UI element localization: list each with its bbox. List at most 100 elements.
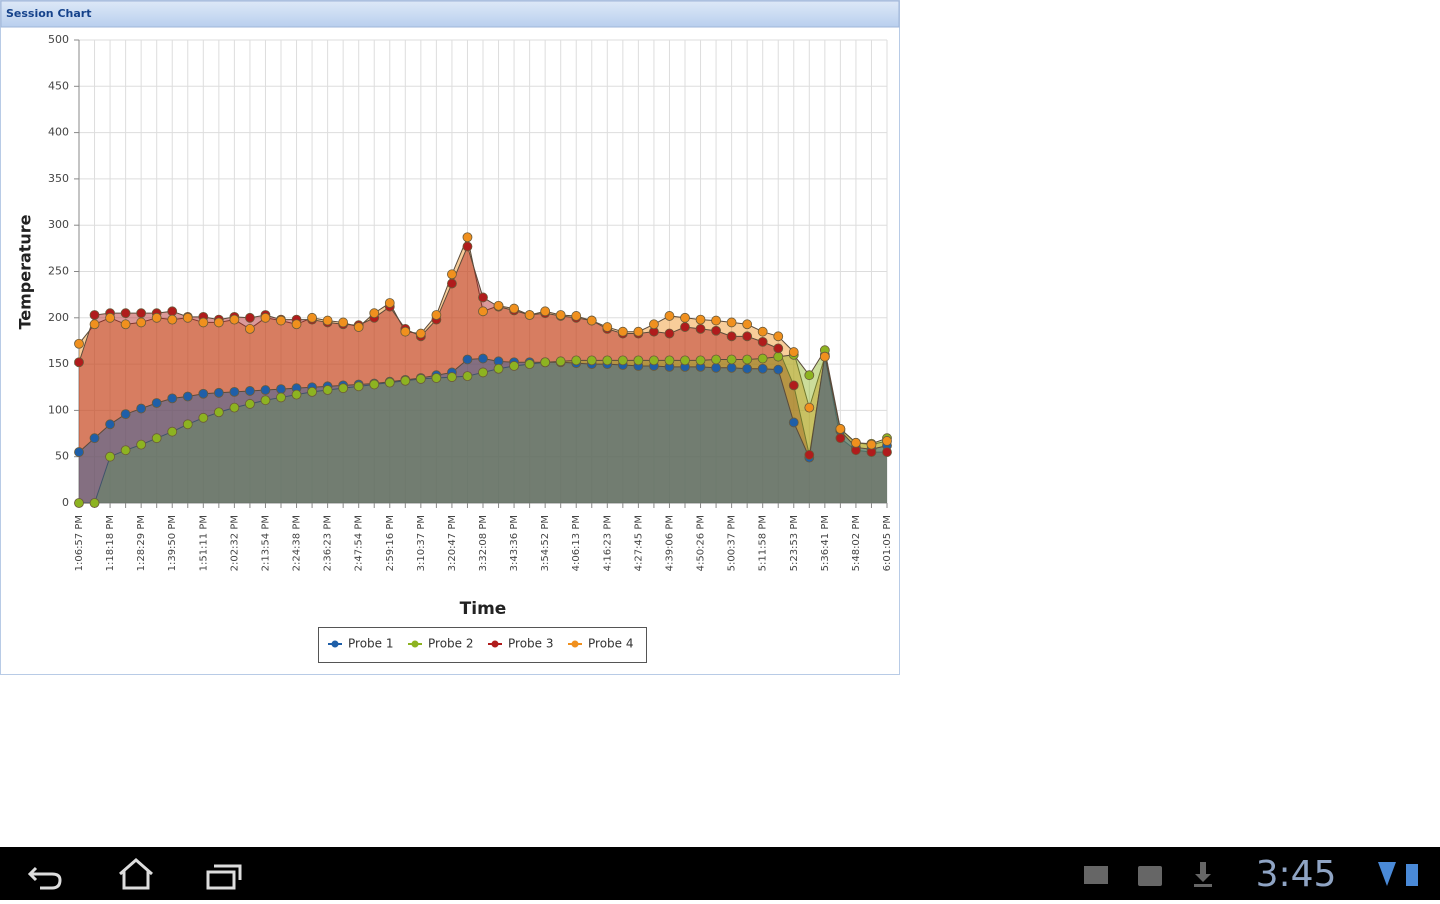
data-point: [89, 310, 100, 320]
data-point: [400, 375, 411, 386]
legend-marker: [411, 640, 419, 648]
data-point: [493, 300, 504, 311]
x-tick-label: 1:18:18 PM: [105, 515, 116, 571]
x-tick-label: 5:11:58 PM: [758, 515, 769, 571]
data-point: [586, 315, 597, 326]
data-point: [742, 331, 753, 342]
data-point: [711, 354, 721, 365]
data-point: [664, 355, 675, 366]
x-tick-label: 4:16:23 PM: [602, 515, 613, 571]
download-icon[interactable]: [1194, 884, 1212, 887]
x-tick-label: 2:36:23 PM: [323, 515, 334, 571]
data-point: [431, 373, 442, 383]
data-point: [89, 498, 100, 508]
data-point: [882, 436, 892, 446]
data-point: [617, 326, 628, 337]
data-point: [555, 310, 566, 320]
data-point: [120, 445, 131, 456]
data-point: [260, 312, 271, 323]
y-tick-label: 250: [48, 265, 69, 278]
data-point: [509, 303, 519, 314]
y-tick-label: 350: [48, 172, 69, 185]
legend-label: Probe 4: [588, 637, 634, 651]
data-point: [167, 314, 178, 325]
data-point: [151, 398, 162, 408]
data-point: [726, 317, 737, 328]
data-point: [680, 355, 690, 366]
data-point: [649, 319, 659, 330]
data-point: [120, 409, 131, 420]
legend-marker: [491, 640, 499, 648]
data-point: [105, 451, 115, 462]
mail-icon[interactable]: [1084, 866, 1108, 884]
x-tick-label: 4:50:26 PM: [696, 515, 707, 571]
y-tick-label: 450: [48, 79, 69, 92]
data-point: [851, 437, 861, 448]
data-point: [664, 328, 675, 339]
data-point: [167, 306, 178, 317]
data-point: [431, 310, 442, 320]
data-point: [198, 412, 209, 423]
data-point: [120, 319, 131, 330]
data-point: [447, 372, 457, 382]
data-point: [835, 433, 846, 444]
data-point: [726, 331, 737, 342]
legend-label: Probe 1: [348, 637, 394, 651]
data-point: [447, 269, 457, 280]
legend-marker: [571, 640, 579, 648]
plot: 0 50 100 150 200 250 300 350 400 450 500 1:06:57 PM…: [48, 33, 893, 571]
data-point: [882, 447, 892, 457]
y-tick-label: 500: [48, 33, 69, 46]
legend: Probe 1 Probe 2 Probe 3 Probe 4: [328, 637, 634, 651]
data-point: [571, 355, 582, 366]
home-button[interactable]: [119, 858, 153, 890]
data-point: [307, 386, 317, 397]
data-point: [586, 355, 597, 366]
data-point: [369, 308, 380, 319]
back-button[interactable]: [27, 866, 62, 890]
data-point: [291, 389, 302, 400]
data-point: [757, 326, 768, 337]
data-point: [105, 419, 115, 430]
y-tick-label: 50: [55, 450, 69, 463]
data-point: [276, 392, 286, 403]
data-point: [384, 377, 395, 388]
data-point: [555, 356, 566, 367]
area-fill: [79, 350, 887, 503]
x-tick-label: 2:59:16 PM: [385, 515, 396, 571]
data-point: [680, 312, 690, 323]
nav-icons: [27, 858, 242, 890]
clock: 3:45: [1256, 854, 1337, 895]
y-tick-label: 0: [62, 496, 69, 509]
x-tick-label: 5:48:02 PM: [851, 515, 862, 571]
data-point: [478, 353, 488, 364]
data-point: [478, 367, 488, 378]
x-tick-label: 4:27:45 PM: [633, 515, 644, 571]
data-point: [524, 359, 535, 370]
x-tick-label: 5:00:37 PM: [727, 515, 738, 571]
panel-header: [0, 0, 900, 28]
market-icon[interactable]: [1138, 866, 1162, 886]
data-point: [742, 363, 753, 374]
x-tick-label: 1:06:57 PM: [74, 515, 85, 571]
data-point: [245, 312, 255, 323]
data-point: [322, 385, 333, 395]
data-point: [540, 357, 551, 368]
data-point: [773, 343, 784, 354]
wifi-icon: [1378, 862, 1396, 886]
data-point: [167, 393, 178, 404]
data-point: [804, 402, 815, 413]
x-tick-label: 1:28:29 PM: [136, 515, 147, 571]
data-point: [229, 386, 240, 397]
data-point: [198, 388, 209, 399]
data-point: [120, 308, 131, 319]
data-point: [478, 292, 488, 303]
data-point: [338, 317, 349, 328]
recents-button[interactable]: [206, 864, 242, 890]
data-point: [462, 371, 473, 382]
data-point: [322, 315, 333, 326]
data-point: [711, 362, 721, 373]
data-point: [695, 314, 706, 325]
